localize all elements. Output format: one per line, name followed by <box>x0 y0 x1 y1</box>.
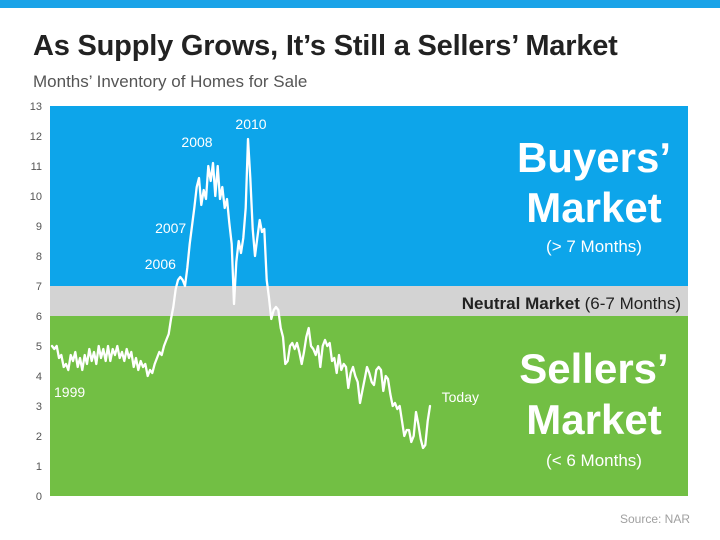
annotation-label: 2010 <box>235 116 266 132</box>
buyers-market-zone <box>50 106 688 286</box>
page-subtitle: Months’ Inventory of Homes for Sale <box>33 72 308 91</box>
y-tick-label: 1 <box>36 461 42 473</box>
buyers-note: (> 7 Months) <box>546 237 642 256</box>
y-tick-label: 3 <box>36 401 42 413</box>
y-tick-label: 11 <box>31 161 42 173</box>
neutral-note: (6-7 Months) <box>585 294 681 313</box>
y-tick-label: 6 <box>36 311 42 323</box>
y-tick-label: 2 <box>36 431 42 443</box>
annotation-label: 1999 <box>54 384 85 400</box>
annotation-label: 2006 <box>145 256 176 272</box>
neutral-title: Neutral Market <box>462 294 580 313</box>
annotations: 1999 2006 2007 2008 2010 Today <box>54 116 479 405</box>
buyers-title-line1: Buyers’ <box>517 134 671 181</box>
page-title: As Supply Grows, It’s Still a Sellers’ M… <box>33 30 618 62</box>
buyers-title-line2: Market <box>526 184 661 231</box>
y-tick-label: 8 <box>36 251 42 263</box>
sellers-title-line1: Sellers’ <box>519 345 668 392</box>
y-tick-label: 4 <box>36 371 42 383</box>
y-tick-label: 13 <box>30 101 42 113</box>
y-tick-label: 12 <box>30 131 42 143</box>
annotation-label: Today <box>442 389 479 405</box>
sellers-note: (< 6 Months) <box>546 451 642 470</box>
annotation-label: 2008 <box>181 134 212 150</box>
neutral-market-zone <box>50 286 688 316</box>
series-line <box>50 137 432 450</box>
sellers-title-line2: Market <box>526 396 661 443</box>
y-tick-label: 0 <box>36 491 42 503</box>
y-tick-label: 7 <box>36 281 42 293</box>
neutral-label: Neutral Market (6-7 Months) <box>462 294 681 313</box>
source-note: Source: NAR <box>619 512 690 526</box>
y-tick-label: 10 <box>30 191 42 203</box>
top-accent-bar <box>0 0 720 8</box>
y-tick-label: 9 <box>36 221 42 233</box>
annotation-label: 2007 <box>155 220 186 236</box>
sellers-market-zone <box>50 316 688 496</box>
y-tick-label: 5 <box>36 341 42 353</box>
